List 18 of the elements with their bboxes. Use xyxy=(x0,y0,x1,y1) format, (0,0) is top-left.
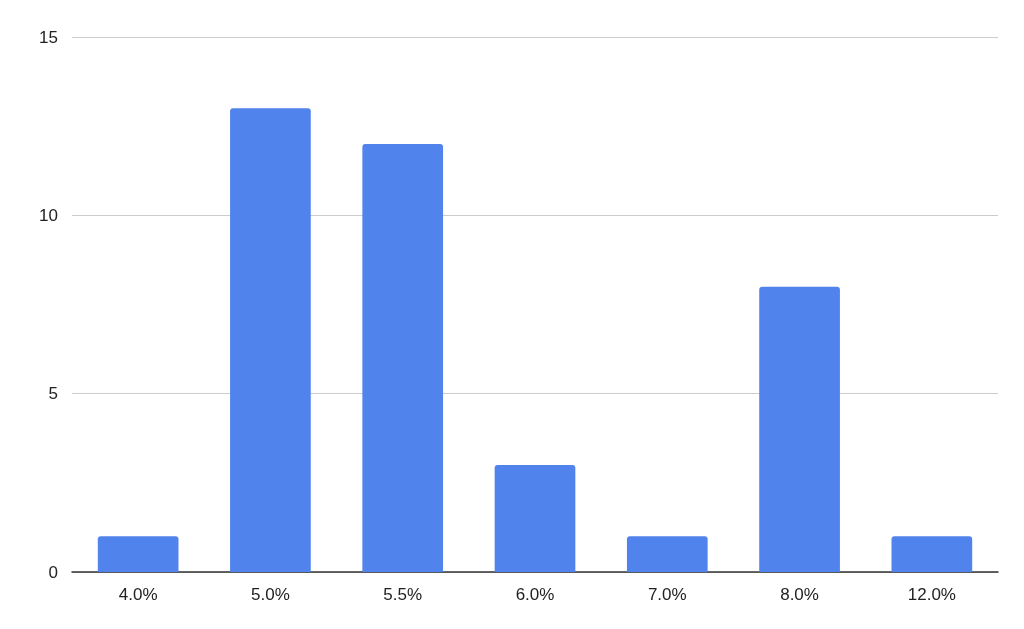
bar xyxy=(362,144,444,572)
y-tick-label: 5 xyxy=(48,384,58,404)
x-tick-label: 12.0% xyxy=(907,585,956,604)
bar xyxy=(759,286,840,572)
x-tick-label: 8.0% xyxy=(780,585,819,604)
bar xyxy=(626,536,708,572)
y-tick-label: 15 xyxy=(39,27,58,47)
x-tick-label: 7.0% xyxy=(647,585,687,604)
y-tick-label: 10 xyxy=(39,205,58,225)
x-tick-label: 6.0% xyxy=(515,585,555,604)
y-tick-label: 0 xyxy=(48,562,58,582)
x-tick-label: 5.0% xyxy=(251,585,290,604)
bar xyxy=(494,465,576,572)
x-tick-label: 5.5% xyxy=(383,585,423,604)
x-tick-label: 4.0% xyxy=(118,585,158,604)
bar xyxy=(97,536,179,572)
bar xyxy=(230,108,311,572)
bar xyxy=(891,536,973,572)
